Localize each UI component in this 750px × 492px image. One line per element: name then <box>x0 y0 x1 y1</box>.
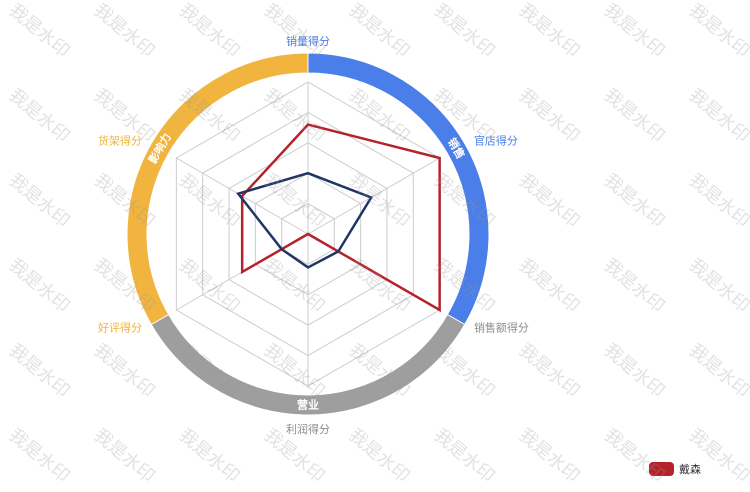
watermark-text: 我是水印 <box>515 85 584 147</box>
watermark-text: 我是水印 <box>600 425 669 487</box>
watermark-text: 我是水印 <box>685 170 750 232</box>
watermark-text: 我是水印 <box>600 85 669 147</box>
watermark-text: 我是水印 <box>430 0 499 62</box>
watermark-text: 我是水印 <box>175 0 244 62</box>
indicator-label: 好评得分 <box>98 321 142 335</box>
legend-swatch[interactable] <box>649 462 674 476</box>
watermark-text: 我是水印 <box>175 255 244 317</box>
watermark-text: 我是水印 <box>685 425 750 487</box>
watermark-text: 我是水印 <box>5 340 74 402</box>
series-line-2[interactable] <box>236 171 374 269</box>
watermark-text: 我是水印 <box>600 170 669 232</box>
watermark-text: 我是水印 <box>600 0 669 62</box>
legend-label[interactable]: 戴森 <box>679 462 701 476</box>
indicator-label: 销售额得分 <box>474 321 529 335</box>
watermark-text: 我是水印 <box>5 170 74 232</box>
watermark-text: 我是水印 <box>260 0 329 62</box>
category-label: 营业 <box>297 398 319 412</box>
watermark-text: 我是水印 <box>685 340 750 402</box>
watermark-text: 我是水印 <box>345 0 414 62</box>
watermark-text: 我是水印 <box>345 425 414 487</box>
axis-line <box>307 157 440 235</box>
indicator-label: 销量得分 <box>286 34 330 48</box>
watermark-text: 我是水印 <box>5 425 74 487</box>
legend[interactable]: 戴森 <box>649 462 701 476</box>
watermark-text: 我是水印 <box>175 340 244 402</box>
watermark-text: 我是水印 <box>430 340 499 402</box>
watermark-text: 我是水印 <box>90 340 159 402</box>
watermark-text: 我是水印 <box>5 0 74 62</box>
watermark-text: 我是水印 <box>600 340 669 402</box>
watermark-text: 我是水印 <box>515 340 584 402</box>
watermark-text: 我是水印 <box>515 170 584 232</box>
watermark-text: 我是水印 <box>685 255 750 317</box>
series-layer <box>236 123 441 313</box>
watermark-text: 我是水印 <box>430 425 499 487</box>
watermark-text: 我是水印 <box>515 425 584 487</box>
watermark-text: 我是水印 <box>685 0 750 62</box>
watermark-text: 我是水印 <box>175 425 244 487</box>
category-segment[interactable] <box>126 52 309 326</box>
watermark-text: 我是水印 <box>90 425 159 487</box>
watermark-text: 我是水印 <box>345 255 414 317</box>
watermark-text: 我是水印 <box>175 170 244 232</box>
watermark-text: 我是水印 <box>260 255 329 317</box>
watermark-text: 我是水印 <box>515 0 584 62</box>
watermark-text: 我是水印 <box>515 255 584 317</box>
indicator-label: 官店得分 <box>474 134 518 148</box>
watermark-text: 我是水印 <box>600 255 669 317</box>
watermark-text: 我是水印 <box>5 85 74 147</box>
indicator-label: 利润得分 <box>286 422 330 436</box>
watermark-text: 我是水印 <box>260 85 329 147</box>
watermark-text: 我是水印 <box>685 85 750 147</box>
watermark-text: 我是水印 <box>90 0 159 62</box>
indicator-label: 货架得分 <box>98 134 142 148</box>
series-line-1[interactable] <box>240 123 441 313</box>
watermark-text: 我是水印 <box>5 255 74 317</box>
